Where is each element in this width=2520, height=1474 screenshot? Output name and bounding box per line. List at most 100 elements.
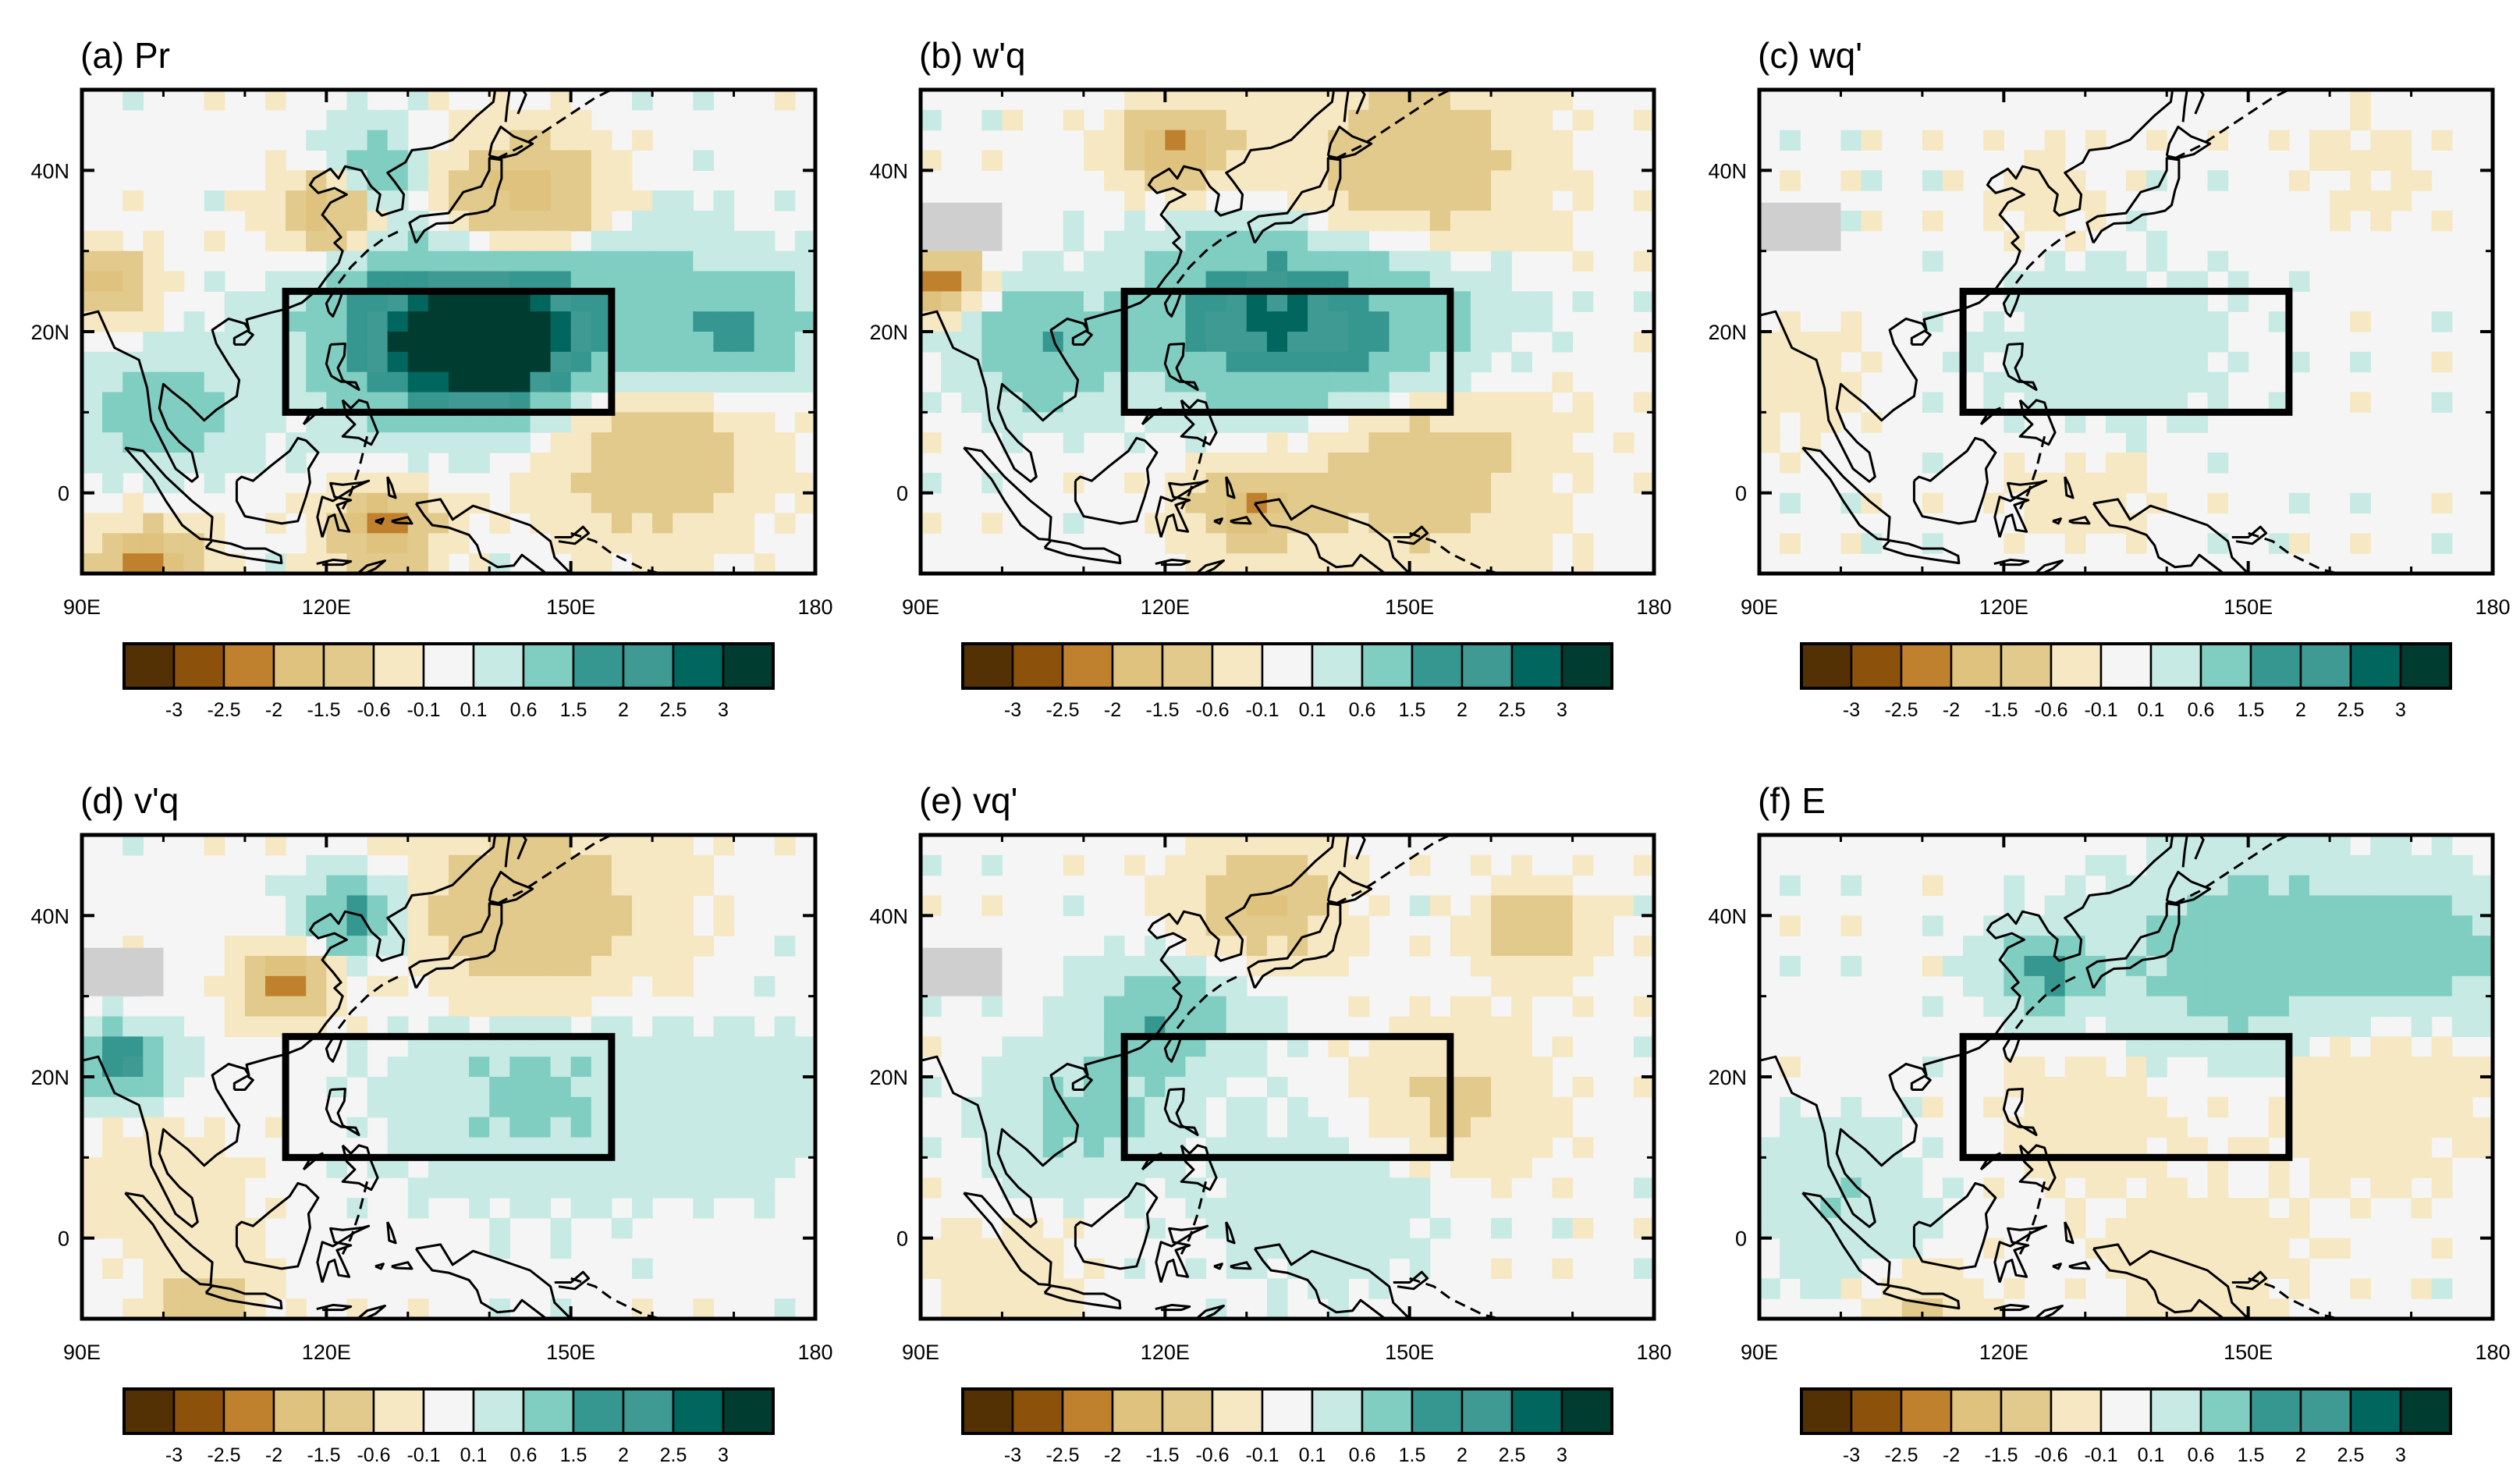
field-cell xyxy=(1491,1137,1512,1158)
field-cell xyxy=(2268,895,2290,916)
field-cell xyxy=(733,351,755,373)
field-cell xyxy=(2085,1096,2107,1118)
field-cell xyxy=(407,432,429,453)
field-cell xyxy=(204,975,225,997)
coastline xyxy=(2064,476,2075,499)
field-cell xyxy=(2451,1117,2473,1138)
field-cell xyxy=(449,1117,470,1138)
coastline xyxy=(1194,559,1225,574)
field-cell xyxy=(489,996,510,1018)
field-cell xyxy=(1083,1117,1105,1138)
field-cell xyxy=(611,835,633,856)
field-cell xyxy=(326,170,348,191)
field-cell xyxy=(509,250,531,272)
field-cell xyxy=(1022,351,1044,373)
field-cell xyxy=(1348,432,1370,453)
field-cell xyxy=(530,956,552,977)
field-cell xyxy=(449,351,470,373)
field-cell xyxy=(1124,854,1145,876)
field-cell xyxy=(1861,351,1883,373)
field-cell xyxy=(1368,1077,1390,1098)
field-cell xyxy=(981,1258,1003,1279)
field-cell xyxy=(449,915,470,936)
field-cell xyxy=(2146,1177,2167,1199)
field-cell xyxy=(1840,332,1862,353)
field-cell xyxy=(611,453,633,474)
coastline xyxy=(921,90,1336,483)
field-cell xyxy=(941,1278,962,1299)
field-cell xyxy=(1226,1057,1248,1078)
field-cell xyxy=(1185,956,1207,977)
field-cell xyxy=(1022,311,1044,332)
field-cell xyxy=(673,1036,694,1057)
field-cell xyxy=(204,1117,225,1138)
colorbar-label: -2 xyxy=(1104,1444,1121,1466)
field-cell xyxy=(1185,875,1207,897)
field-cell xyxy=(163,371,185,393)
field-cell xyxy=(673,230,694,252)
field-cell xyxy=(306,332,327,353)
field-cell xyxy=(367,130,389,151)
field-cell xyxy=(428,1077,449,1098)
field-cell xyxy=(1963,956,1984,977)
field-cell xyxy=(1246,835,1268,856)
field-cell xyxy=(1002,371,1024,393)
field-cell xyxy=(2126,895,2147,916)
field-cell xyxy=(2085,371,2107,393)
field-cell xyxy=(1002,291,1024,312)
field-cell xyxy=(632,835,653,856)
field-cell xyxy=(2064,1096,2086,1118)
colorbar-label: -2.5 xyxy=(1045,699,1079,721)
field-cell xyxy=(1002,1117,1024,1138)
field-cell xyxy=(2064,1117,2086,1138)
field-cell xyxy=(286,553,307,574)
field-cell xyxy=(2126,332,2147,353)
colorbar: -3 -2.5 -2 -1.5 -0.6 -0.1 0.1 0.6 1.5 2 2.5 3 xyxy=(122,642,775,721)
field-cell xyxy=(2330,150,2351,171)
field-cell xyxy=(1022,1036,1044,1057)
colorbar-label: 2.5 xyxy=(2337,699,2365,721)
field-cell xyxy=(921,332,942,353)
field-cell xyxy=(143,432,165,453)
field-cell xyxy=(2085,1177,2107,1199)
field-cell xyxy=(1104,996,1125,1018)
field-cell xyxy=(774,513,796,534)
field-cell xyxy=(1922,875,1943,897)
field-cell xyxy=(1471,1137,1492,1158)
field-cell xyxy=(570,996,592,1018)
field-cell xyxy=(1308,230,1329,252)
field-cell xyxy=(224,1177,246,1199)
field-cell xyxy=(367,915,389,936)
colorbar-swatch xyxy=(172,642,225,690)
field-cell xyxy=(1389,1238,1411,1259)
field-cell xyxy=(1266,854,1288,876)
field-cell xyxy=(204,1157,225,1178)
field-cell xyxy=(244,392,266,413)
field-cell xyxy=(961,1258,982,1279)
coastline xyxy=(1910,329,1932,346)
coastline xyxy=(504,90,527,123)
field-cell xyxy=(1429,211,1451,232)
field-cell xyxy=(961,271,982,292)
field-cell xyxy=(2167,1117,2188,1138)
field-cell xyxy=(1287,371,1308,393)
field-cell xyxy=(82,250,103,272)
field-cell xyxy=(1266,351,1288,373)
field-cell xyxy=(570,190,592,211)
field-cell xyxy=(693,1298,715,1319)
field-cell xyxy=(82,1096,103,1118)
field-cell xyxy=(489,956,510,977)
field-cell xyxy=(652,332,673,353)
field-cell xyxy=(2309,975,2330,997)
field-cell xyxy=(407,1117,429,1138)
field-cell xyxy=(387,351,409,373)
colorbar-swatch xyxy=(472,642,525,690)
field-cell xyxy=(2431,895,2453,916)
field-cell xyxy=(591,513,612,534)
field-cell xyxy=(204,190,225,211)
colorbar-swatch xyxy=(1800,1387,1853,1435)
field-cell xyxy=(1226,351,1248,373)
colorbar-swatch xyxy=(122,642,176,690)
field-cell xyxy=(2085,472,2107,494)
field-cell xyxy=(1389,170,1411,191)
